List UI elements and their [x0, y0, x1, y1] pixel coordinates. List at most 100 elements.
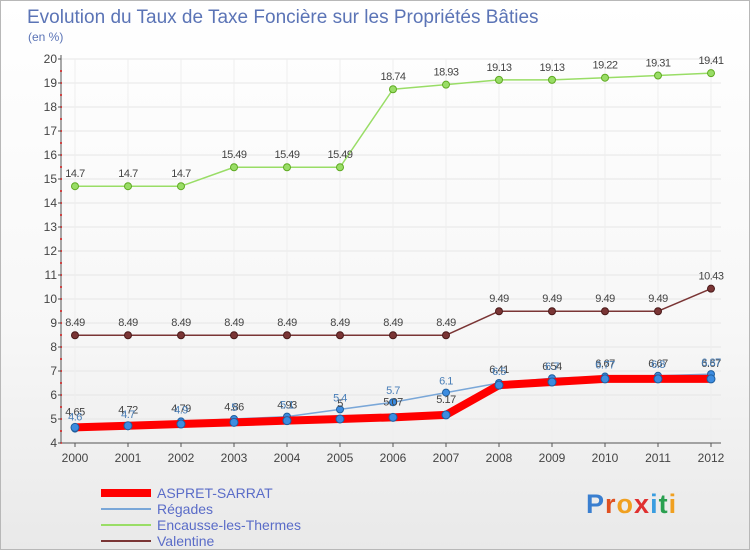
data-label: 6.67 — [648, 358, 668, 370]
data-label: 6.5 — [492, 366, 506, 378]
logo-letter: i — [650, 489, 659, 519]
legend-swatch — [101, 508, 151, 510]
data-point — [548, 307, 556, 316]
data-label: 6.67 — [701, 358, 721, 370]
data-label: 6.67 — [595, 358, 615, 370]
y-tick-label: 16 — [44, 148, 58, 162]
data-label: 19.13 — [486, 62, 511, 74]
data-label: 9.49 — [542, 293, 562, 305]
data-label: 15.49 — [327, 149, 352, 161]
data-label: 8.49 — [383, 317, 403, 329]
data-point — [71, 331, 79, 340]
data-point — [336, 405, 344, 414]
data-point — [706, 374, 716, 384]
y-tick-label: 12 — [44, 244, 58, 258]
data-point — [123, 421, 133, 431]
data-label: 19.41 — [698, 55, 723, 67]
data-label: 5.17 — [436, 394, 456, 406]
data-point — [442, 80, 450, 89]
data-label: 4.65 — [65, 406, 85, 418]
data-label: 5 — [231, 402, 237, 414]
legend-label: Régades — [157, 501, 214, 517]
y-tick-label: 8 — [50, 340, 57, 354]
data-point — [389, 85, 397, 94]
data-point — [601, 307, 609, 316]
y-tick-label: 20 — [44, 52, 58, 66]
data-point — [547, 377, 557, 387]
logo-letter: P — [586, 489, 606, 519]
data-point — [388, 412, 398, 422]
y-tick-label: 15 — [44, 172, 58, 186]
data-point — [707, 69, 715, 78]
legend-swatch — [101, 540, 151, 542]
y-tick-label: 11 — [45, 268, 58, 282]
data-label: 8.49 — [118, 317, 138, 329]
data-label: 18.74 — [380, 71, 405, 83]
data-label: 4.79 — [171, 403, 191, 415]
data-label: 4.6 — [68, 412, 82, 424]
data-point — [336, 163, 344, 172]
data-label: 5.1 — [280, 400, 294, 412]
data-label: 19.31 — [645, 58, 670, 70]
unit-label: (en %) — [28, 30, 64, 44]
data-point — [71, 182, 79, 191]
legend-label: ASPRET-SARRAT — [157, 485, 273, 501]
x-tick-label: 2005 — [327, 451, 354, 465]
data-point — [124, 182, 132, 191]
data-label: 6.41 — [489, 364, 509, 376]
line-chart: 4 5 6 7 8 9 10 11 12 13 14 15 16 17 18 19 20 2000 2001 2002… — [44, 52, 725, 465]
data-label: 9.49 — [648, 293, 668, 305]
x-tick-label: 2007 — [433, 451, 460, 465]
data-point — [283, 331, 291, 340]
y-tick-label: 17 — [44, 124, 58, 138]
y-tick-label: 14 — [44, 196, 58, 210]
data-point — [707, 284, 715, 293]
data-label: 5.7 — [386, 385, 400, 397]
legend-swatch — [101, 489, 151, 497]
x-tick-label: 2006 — [380, 451, 407, 465]
x-tick-label: 2004 — [274, 451, 301, 465]
data-label: 6.1 — [439, 376, 453, 388]
y-tick-label: 6 — [50, 388, 57, 402]
data-point — [495, 307, 503, 316]
data-label: 5.07 — [383, 396, 403, 408]
y-tick-label: 18 — [44, 100, 58, 114]
data-point — [600, 374, 610, 384]
chart-title: Evolution du Taux de Taxe Foncière sur l… — [27, 7, 539, 28]
y-tick-label: 4 — [50, 436, 57, 450]
data-label: 6.54 — [542, 361, 562, 373]
data-point — [70, 422, 80, 432]
x-tick-label: 2003 — [221, 451, 248, 465]
data-point — [124, 331, 132, 340]
x-tick-label: 2009 — [539, 451, 566, 465]
x-tick-label: 2011 — [645, 451, 671, 465]
data-point — [495, 75, 503, 84]
data-label: 8.49 — [224, 317, 244, 329]
data-point — [548, 75, 556, 84]
data-point — [230, 331, 238, 340]
data-label: 14.7 — [171, 168, 191, 180]
y-tick-label: 19 — [44, 76, 58, 90]
x-tick-label: 2008 — [486, 451, 513, 465]
data-label: 19.22 — [592, 60, 617, 72]
data-point — [176, 419, 186, 429]
data-label: 4.72 — [118, 405, 138, 417]
data-point — [177, 331, 185, 340]
data-point — [283, 163, 291, 172]
data-label: 6.8 — [651, 359, 665, 371]
data-point — [442, 331, 450, 340]
data-point — [230, 163, 238, 172]
y-tick-label: 13 — [44, 220, 58, 234]
data-label: 9.49 — [595, 293, 615, 305]
data-point — [336, 331, 344, 340]
data-point — [653, 374, 663, 384]
legend-swatch — [101, 524, 151, 526]
data-label: 15.49 — [221, 149, 246, 161]
legend-label: Valentine — [157, 533, 215, 549]
logo-letter: t — [658, 489, 669, 519]
x-tick-label: 2000 — [62, 451, 89, 465]
data-label: 8.49 — [436, 317, 456, 329]
x-tick-label: 2001 — [115, 451, 142, 465]
data-label: 4.93 — [277, 400, 297, 412]
logo-letter: r — [605, 489, 617, 519]
